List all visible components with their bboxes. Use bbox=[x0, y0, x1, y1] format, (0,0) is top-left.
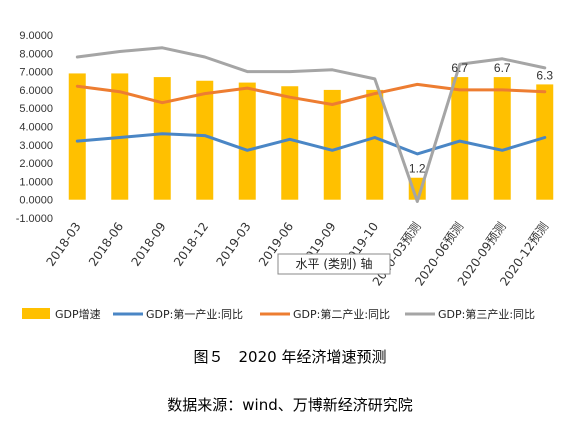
y-tick-label: 1.0000 bbox=[19, 176, 53, 188]
y-tick-label: 6.0000 bbox=[19, 85, 53, 97]
y-tick-label: 4.0000 bbox=[19, 122, 53, 134]
y-tick-label: -1.0000 bbox=[16, 213, 53, 225]
x-axis-title: 水平 (类别) 轴 bbox=[277, 253, 391, 275]
gdp-growth-bar bbox=[153, 77, 171, 200]
gdp-growth-bar bbox=[281, 86, 299, 200]
gdp-growth-chart: 9.0000 8.0000 7.0000 6.0000 5.0000 4.0000 3.00… bbox=[16, 30, 554, 321]
gdp-growth-bar bbox=[366, 89, 384, 200]
x-tick-label: 2018-12 bbox=[171, 220, 211, 269]
x-tick-label: 2018-09 bbox=[128, 220, 168, 269]
x-tick-label: 2019-03 bbox=[213, 220, 253, 269]
y-tick-label: 3.0000 bbox=[19, 140, 53, 152]
data-label: 6.7 bbox=[451, 61, 468, 75]
legend: GDP增速 GDP:第一产业:同比 GDP:第二产业:同比 GDP:第三产业:同比 bbox=[22, 307, 535, 321]
gdp-growth-bar bbox=[68, 73, 86, 200]
legend-label: GDP:第二产业:同比 bbox=[293, 307, 390, 321]
x-tick-label: 2018-06 bbox=[86, 220, 126, 269]
y-tick-label: 9.0000 bbox=[19, 30, 53, 42]
y-tick-label: 0.0000 bbox=[19, 195, 53, 207]
legend-swatch bbox=[22, 308, 50, 319]
y-tick-label: 2.0000 bbox=[19, 158, 53, 170]
y-tick-label: 8.0000 bbox=[19, 48, 53, 60]
x-axis-title-text: 水平 (类别) 轴 bbox=[296, 256, 373, 271]
data-label: 6.3 bbox=[536, 68, 553, 82]
gdp-growth-bar bbox=[323, 89, 341, 200]
source-caption: 数据来源：wind、万博新经济研究院 bbox=[167, 396, 413, 414]
figure-caption: 图５ 2020 年经济增速预测 bbox=[193, 348, 387, 366]
data-labels: 1.2 6.7 6.7 6.3 bbox=[409, 61, 554, 176]
data-label: 6.7 bbox=[494, 61, 511, 75]
legend-label: GDP增速 bbox=[55, 307, 101, 321]
series-line bbox=[75, 82, 547, 106]
x-axis-title-box bbox=[277, 253, 391, 275]
data-label: 1.2 bbox=[409, 162, 426, 176]
series-line bbox=[75, 46, 547, 203]
series-line bbox=[75, 132, 547, 156]
y-tick-label: 7.0000 bbox=[19, 67, 53, 79]
y-tick-label: 5.0000 bbox=[19, 103, 53, 115]
gdp-growth-bar bbox=[493, 77, 511, 200]
gdp-growth-bar bbox=[536, 84, 554, 200]
gdp-growth-bar bbox=[196, 80, 214, 200]
legend-label: GDP:第三产业:同比 bbox=[438, 307, 535, 321]
gdp-growth-bar bbox=[238, 82, 256, 200]
legend-label: GDP:第一产业:同比 bbox=[146, 307, 243, 321]
gdp-growth-bar bbox=[451, 77, 469, 200]
bar-series bbox=[68, 73, 554, 200]
line-series bbox=[75, 46, 547, 203]
x-tick-label: 2018-03 bbox=[43, 220, 83, 269]
y-axis: 9.0000 8.0000 7.0000 6.0000 5.0000 4.0000 3.00… bbox=[16, 30, 53, 225]
